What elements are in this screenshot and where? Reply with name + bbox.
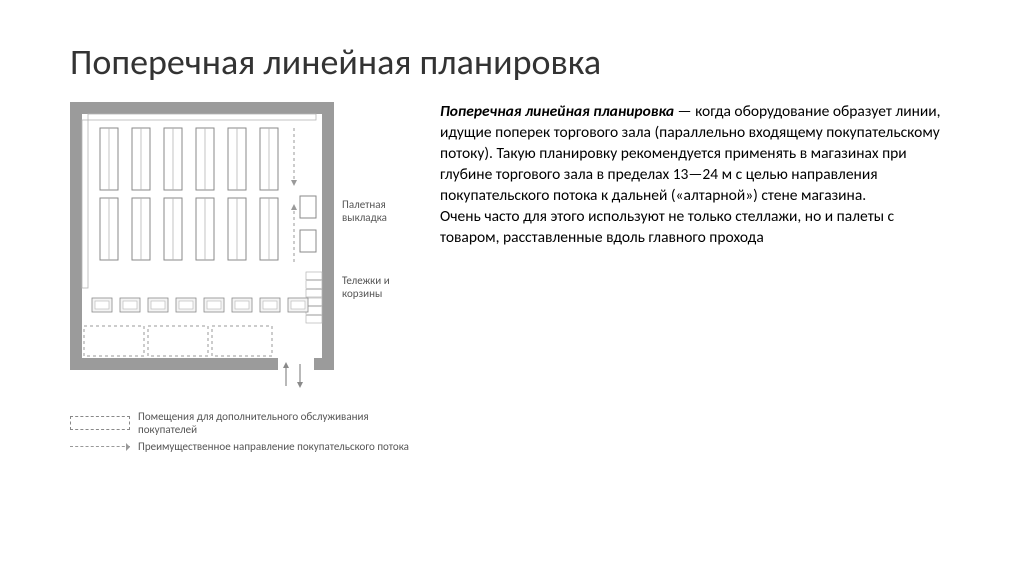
page-title: Поперечная линейная планировка (70, 40, 954, 84)
legend-service-rooms: Помещения для дополнительного обслуживан… (70, 410, 410, 436)
floorplan-diagram: Палетная выкладка Тележки и корзины Поме… (70, 102, 410, 453)
paragraph-body: — когда оборудование образует линии, иду… (440, 102, 941, 247)
label-pallet: Палетная выкладка (342, 198, 412, 224)
legend-dashbox-icon (70, 416, 130, 430)
legend-flow-direction-label: Преимущественное направление покупательс… (138, 440, 409, 453)
legend-service-rooms-label: Помещения для дополнительного обслуживан… (138, 410, 410, 436)
description-paragraph: Поперечная линейная планировка — когда о… (440, 102, 954, 453)
legend-arrow-icon (70, 446, 130, 447)
term: Поперечная линейная планировка (440, 102, 674, 121)
label-carts: Тележки и корзины (342, 274, 412, 300)
legend-flow-direction: Преимущественное направление покупательс… (70, 440, 410, 453)
